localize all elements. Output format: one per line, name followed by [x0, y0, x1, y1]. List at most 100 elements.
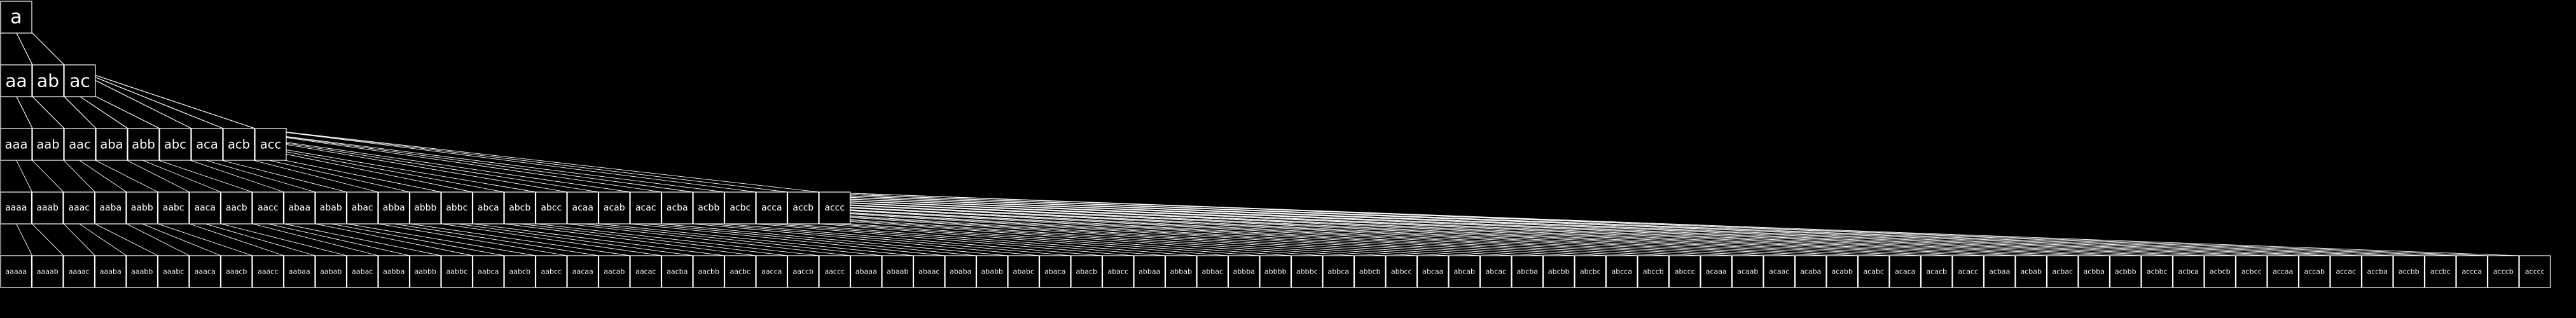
tree-node-box — [1700, 255, 1733, 288]
tree-node-box — [346, 255, 378, 288]
tree-node: acaba — [1794, 255, 1827, 288]
tree-node-box — [661, 255, 693, 288]
tree-node: abacc — [1102, 255, 1134, 288]
tree-node: aabcc — [535, 255, 567, 288]
tree-edge — [64, 64, 256, 129]
tree-node-box — [191, 128, 223, 161]
tree-node-label: acbc — [730, 203, 751, 213]
tree-node-box — [2235, 255, 2268, 288]
tree-node-box — [441, 255, 473, 288]
tree-node: acacc — [1952, 255, 1984, 288]
tree-node-label: aab — [36, 137, 59, 152]
tree-node-box — [819, 255, 851, 288]
tree-node-label: aaabc — [163, 268, 184, 276]
tree-node-box — [252, 255, 284, 288]
tree-node: aacb — [220, 191, 253, 225]
tree-node-label: aabba — [383, 268, 405, 276]
tree-node: accca — [2456, 255, 2488, 288]
tree-node-box — [64, 64, 96, 97]
tree-node-label: aaca — [195, 203, 216, 213]
tree-node-label: aabca — [478, 268, 499, 276]
tree-node-label: aac — [69, 137, 91, 152]
tree-edge — [661, 191, 2047, 256]
tree-node-label: acccb — [2493, 268, 2514, 276]
tree-node: acccb — [2487, 255, 2519, 288]
tree-node: abccb — [1637, 255, 1670, 288]
tree-node-label: aabbb — [415, 268, 436, 276]
tree-node: aac — [64, 128, 96, 161]
tree-node-box — [787, 191, 819, 225]
tree-node-label: aaab — [36, 203, 59, 213]
tree-node-label: acbba — [2084, 268, 2105, 276]
tree-node-label: abbca — [1328, 268, 1350, 276]
tree-node: acaaa — [1700, 255, 1733, 288]
tree-node-label: aaba — [99, 203, 121, 213]
tree-node: abcba — [1511, 255, 1544, 288]
tree-node: acbac — [2046, 255, 2079, 288]
tree-node-box — [346, 191, 378, 225]
tree-node: aacab — [598, 255, 630, 288]
tree-node-box — [2456, 255, 2488, 288]
tree-node-label: abbba — [1233, 268, 1255, 276]
tree-edge — [254, 128, 788, 193]
tree-node: acba — [661, 191, 693, 225]
tree-node: aacc — [252, 191, 284, 225]
tree-node-box — [126, 255, 158, 288]
tree-node-label: aaaab — [37, 268, 59, 276]
tree-node-box — [315, 255, 347, 288]
tree-node-label: acaab — [1737, 268, 1758, 276]
tree-node-label: abbbb — [1264, 268, 1287, 276]
tree-node-box — [756, 191, 788, 225]
tree-node-box — [1133, 255, 1166, 288]
tree-node-box — [472, 191, 504, 225]
tree-node-box — [283, 191, 315, 225]
tree-node: aabac — [346, 255, 378, 288]
tree-node: aaab — [31, 191, 64, 225]
tree-node-label: acba — [667, 203, 688, 213]
tree-node-label: acabb — [1832, 268, 1853, 276]
tree-node: acbca — [2172, 255, 2205, 288]
tree-node-box — [1354, 255, 1386, 288]
tree-node-box — [1196, 255, 1229, 288]
tree-node-label: acbcc — [2241, 268, 2262, 276]
tree-node: acbcb — [2204, 255, 2236, 288]
tree-node-label: accab — [2304, 268, 2325, 276]
tree-edge — [630, 191, 1953, 256]
tree-node-box — [535, 191, 567, 225]
tree-node-label: aabaa — [289, 268, 310, 276]
tree-node-label: acac — [635, 203, 656, 213]
tree-node-label: accaa — [2273, 268, 2293, 276]
tree-node-label: aabcb — [509, 268, 531, 276]
tree-node: aabbc — [441, 255, 473, 288]
tree-node-box — [378, 255, 410, 288]
tree-node: aaaa — [0, 191, 32, 225]
tree-node-box — [378, 191, 410, 225]
tree-node: accbb — [2393, 255, 2425, 288]
tree-node: aabbb — [409, 255, 441, 288]
tree-node-label: aabac — [352, 268, 373, 276]
tree-node-box — [94, 255, 127, 288]
tree-node-label: acbab — [2021, 268, 2042, 276]
tree-node: abccc — [1668, 255, 1701, 288]
tree-node: abbba — [1228, 255, 1260, 288]
tree-node-box — [2361, 255, 2393, 288]
tree-node: aaabb — [126, 255, 158, 288]
tree-node-label: abbcb — [1359, 268, 1381, 276]
tree-node-box — [1668, 255, 1701, 288]
tree-node-label: abaa — [288, 203, 310, 213]
tree-node: acaab — [1731, 255, 1764, 288]
tree-node-label: acacc — [1958, 268, 1978, 276]
tree-node-label: abcbb — [1548, 268, 1570, 276]
tree-node: abcc — [535, 191, 567, 225]
tree-node-label: aaaac — [69, 268, 90, 276]
tree-node: abca — [472, 191, 504, 225]
tree-node-box — [976, 255, 1008, 288]
tree-node-box — [693, 191, 725, 225]
tree-node-label: accbc — [2430, 268, 2451, 276]
tree-node: aaca — [189, 191, 221, 225]
tree-node-label: abbb — [414, 203, 436, 213]
tree-node-label: abccc — [1675, 268, 1695, 276]
tree-node-box — [189, 255, 221, 288]
tree-node-box — [0, 64, 32, 97]
